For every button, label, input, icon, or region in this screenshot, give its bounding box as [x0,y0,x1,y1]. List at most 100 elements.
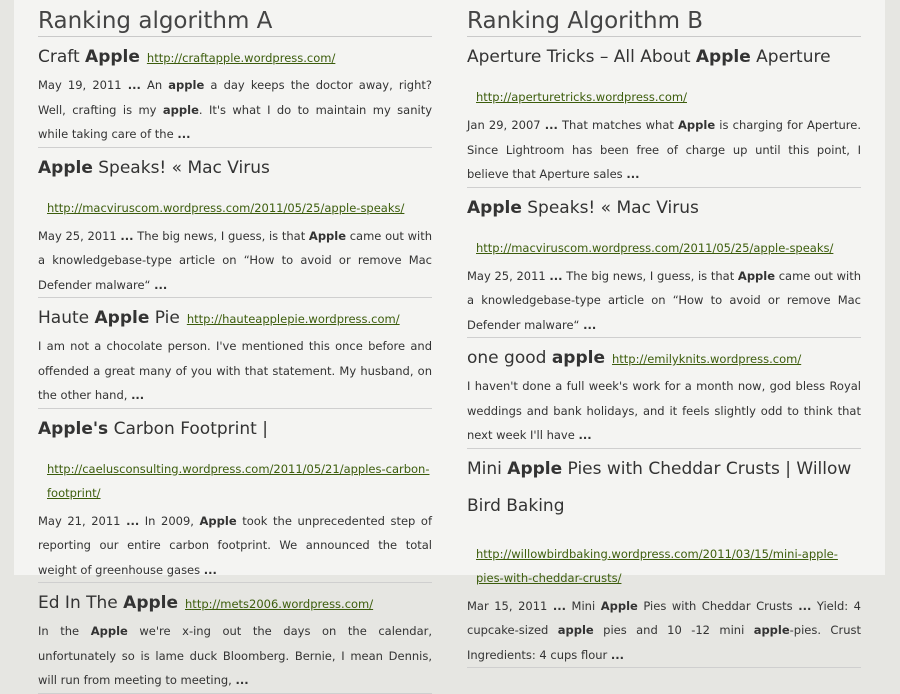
results-list: Craft Apple http://craftapple.wordpress.c… [38,46,432,694]
search-result: Apple Speaks! « Mac Virus http://macvirus… [38,157,432,298]
highlight-term: Apple [38,157,93,178]
result-url-link[interactable]: http://emilyknits.wordpress.com/ [612,352,802,366]
result-url-link[interactable]: http://mets2006.wordpress.com/ [185,597,374,611]
search-result: one good apple http://emilyknits.wordpres… [467,347,861,449]
result-title: Mini Apple Pies with Cheddar Crusts | Wi… [467,451,861,525]
text-segment: came out with a knowledgebase-type artic… [38,228,432,292]
text-segment: Carbon Footprint | [108,418,268,439]
highlight-term: ... [126,513,140,528]
result-url-link[interactable]: http://caelusconsulting.wordpress.com/20… [47,461,430,500]
highlight-term: ... [177,127,191,141]
column-heading: Ranking Algorithm B [467,8,861,37]
highlight-term: ... [203,562,217,577]
highlight-term: Apple [467,197,522,218]
highlight-term: apple [168,78,205,92]
column-algorithm-a: Ranking algorithm A Craft Apple http://cr… [38,8,432,694]
search-result: Apple Speaks! « Mac Virus http://macvirus… [467,197,861,338]
highlight-term: ... [578,428,592,442]
search-result: Aperture Tricks – All About Apple Apertu… [467,46,861,188]
search-result: Ed In The Apple http://mets2006.wordpress… [38,592,432,694]
highlight-term: apple [557,623,594,637]
highlight-term: ... [235,673,249,687]
column-heading: Ranking algorithm A [38,8,432,37]
text-segment: Pies with Cheddar Crusts [637,598,799,613]
result-snippet: Mar 15, 2011 ... Mini Apple Pies with Ch… [467,594,861,668]
highlight-term: Apple [123,593,179,613]
column-algorithm-b: Ranking Algorithm B Aperture Tricks – Al… [467,8,861,668]
text-segment: Craft [38,47,86,67]
text-segment: May 25, 2011 [38,228,121,243]
result-snippet: May 25, 2011 ... The big news, I guess, … [38,224,432,298]
result-url-link[interactable]: http://macviruscom.wordpress.com/2011/05… [47,200,405,215]
text-segment: Jan 29, 2007 [467,118,545,132]
text-segment: I am not a chocolate person. I've mentio… [38,339,432,402]
highlight-term: Apple [600,598,638,613]
highlight-term: ... [798,598,812,613]
result-title: Craft Apple http://craftapple.wordpress.c… [38,46,432,69]
text-segment: took the unprecedented step of reporting… [38,513,432,577]
highlight-term: apple [753,623,790,637]
highlight-term: ... [552,598,567,613]
result-url-link[interactable]: http://macviruscom.wordpress.com/2011/05… [476,240,834,255]
result-url-link[interactable]: http://willowbirdbaking.wordpress.com/20… [476,546,838,585]
text-segment: Pie [149,308,180,328]
text-segment: . It's what I do to maintain my sanity w… [38,102,433,142]
text-segment: I haven't done a full week's work for a … [467,379,861,442]
text-segment: May 21, 2011 [38,513,127,528]
highlight-term: ... [131,388,145,402]
result-url-link[interactable]: http://aperturetricks.wordpress.com/ [476,90,687,104]
highlight-term: Apple [90,624,128,638]
result-snippet: In the Apple we're x-ing out the days on… [38,619,432,693]
search-result: Mini Apple Pies with Cheddar Crusts | Wi… [467,451,861,668]
highlight-term: ... [127,78,141,92]
text-segment: pies and 10 -12 mini [593,623,754,637]
result-snippet: I haven't done a full week's work for a … [467,374,861,448]
highlight-term: ... [544,118,558,132]
result-snippet: May 21, 2011 ... In 2009, Apple took the… [38,509,432,583]
highlight-term: Apple [737,268,776,283]
text-segment: May 19, 2011 [38,78,128,92]
result-url-link[interactable]: http://hauteapplepie.wordpress.com/ [186,312,400,326]
result-snippet: May 25, 2011 ... The big news, I guess, … [467,264,861,338]
text-segment: Mini [566,598,601,613]
text-segment: Speaks! « Mac Virus [521,197,699,218]
result-title: Apple Speaks! « Mac Virus [38,157,432,179]
text-segment: The big news, I guess, is that [562,268,738,283]
result-snippet: May 19, 2011 ... An apple a day keeps th… [38,73,432,147]
text-segment: Aperture Tricks – All About [467,47,696,67]
result-title: Haute Apple Pie http://hauteapplepie.word… [38,307,432,330]
highlight-term: Apple's [38,418,109,439]
text-segment: Pies with Cheddar Crusts | Willow Bird B… [467,458,852,516]
text-segment: Speaks! « Mac Virus [92,157,270,178]
result-snippet: Jan 29, 2007 ... That matches what Apple… [467,113,861,187]
highlight-term: Apple [85,47,140,67]
result-url-link[interactable]: http://craftapple.wordpress.com/ [146,51,336,65]
highlight-term: ... [120,228,134,243]
highlight-term: ... [610,647,625,662]
text-segment: Haute [38,308,95,328]
result-title: Apple's Carbon Footprint | [38,418,432,440]
highlight-term: Apple [695,47,751,67]
highlight-term: Apple [678,118,716,132]
highlight-term: apple [162,102,199,117]
text-segment: is charging for Aperture. Since Lightroo… [467,118,861,181]
result-title: Apple Speaks! « Mac Virus [467,197,861,219]
highlight-term: ... [583,317,597,332]
text-segment: In 2009, [139,513,200,528]
text-segment: That matches what [557,118,679,132]
result-title: Aperture Tricks – All About Apple Apertu… [467,46,861,68]
text-segment: An [140,78,169,92]
result-snippet: I am not a chocolate person. I've mentio… [38,334,432,408]
search-result: Craft Apple http://craftapple.wordpress.c… [38,46,432,148]
text-segment: Aperture [750,47,831,67]
highlight-term: Apple [199,513,237,528]
page-background: Ranking algorithm A Craft Apple http://cr… [14,0,885,694]
text-segment: Ed In The [38,593,124,613]
text-segment: came out with a knowledgebase-type artic… [467,268,861,332]
search-result: Apple's Carbon Footprint | http://caelusc… [38,418,432,583]
highlight-term: apple [551,348,605,368]
text-segment: May 25, 2011 [467,268,550,283]
text-segment: a day keeps the doctor away, right? Well… [38,78,433,117]
highlight-term: Apple [507,458,563,479]
result-title: Ed In The Apple http://mets2006.wordpress… [38,592,432,615]
